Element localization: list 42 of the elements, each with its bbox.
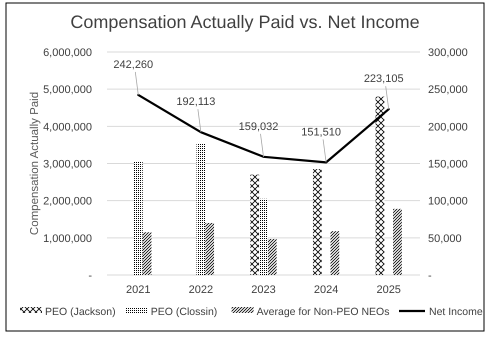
bar — [142, 232, 152, 275]
bar — [376, 96, 384, 275]
legend-label: Average for Non-PEO NEOs — [256, 306, 390, 318]
y2-tick-label: - — [428, 270, 432, 282]
y-tick-label: 3,000,000 — [43, 158, 92, 170]
y-tick-label: 4,000,000 — [43, 121, 92, 134]
x-tick-label: 2025 — [376, 284, 401, 296]
y2-tick-label: 300,000 — [428, 47, 468, 59]
bar — [205, 222, 214, 275]
data-label: 192,113 — [176, 96, 216, 108]
data-label: 159,032 — [238, 120, 278, 133]
legend-label: Net Income — [429, 306, 483, 318]
x-tick-label: 2021 — [126, 284, 151, 296]
y-axis-title: Compensation Actually Paid — [29, 92, 41, 236]
bar — [196, 143, 206, 275]
bar — [330, 231, 340, 275]
bar — [259, 198, 268, 275]
legend-label: PEO (Jackson) — [45, 306, 116, 318]
chart-title: Compensation Actually Paid vs. Net Income — [70, 12, 420, 32]
bar — [134, 162, 143, 275]
y2-tick-label: 200,000 — [428, 121, 468, 134]
y-tick-label: 1,000,000 — [43, 232, 92, 245]
data-label: 151,510 — [301, 126, 341, 138]
y-tick-label: 5,000,000 — [43, 84, 92, 96]
bar — [268, 238, 277, 275]
line-series — [137, 94, 390, 164]
bar — [393, 208, 402, 275]
y2-tick-label: 250,000 — [428, 84, 468, 96]
y-tick-label: - — [88, 270, 92, 282]
x-tick-label: 2024 — [314, 284, 338, 296]
bar — [250, 174, 260, 275]
data-label: 223,105 — [364, 73, 404, 86]
y2-tick-label: 150,000 — [428, 158, 468, 170]
y2-tick-label: 100,000 — [428, 196, 468, 208]
x-tick-label: 2023 — [251, 284, 276, 296]
data-label: 242,260 — [113, 58, 154, 71]
y2-tick-label: 50,000 — [428, 232, 462, 245]
legend-label: PEO (Clossin) — [150, 306, 218, 318]
bar — [312, 169, 322, 275]
y-tick-label: 2,000,000 — [43, 196, 92, 208]
x-tick-label: 2022 — [188, 284, 214, 296]
y-tick-label: 6,000,000 — [43, 47, 92, 59]
